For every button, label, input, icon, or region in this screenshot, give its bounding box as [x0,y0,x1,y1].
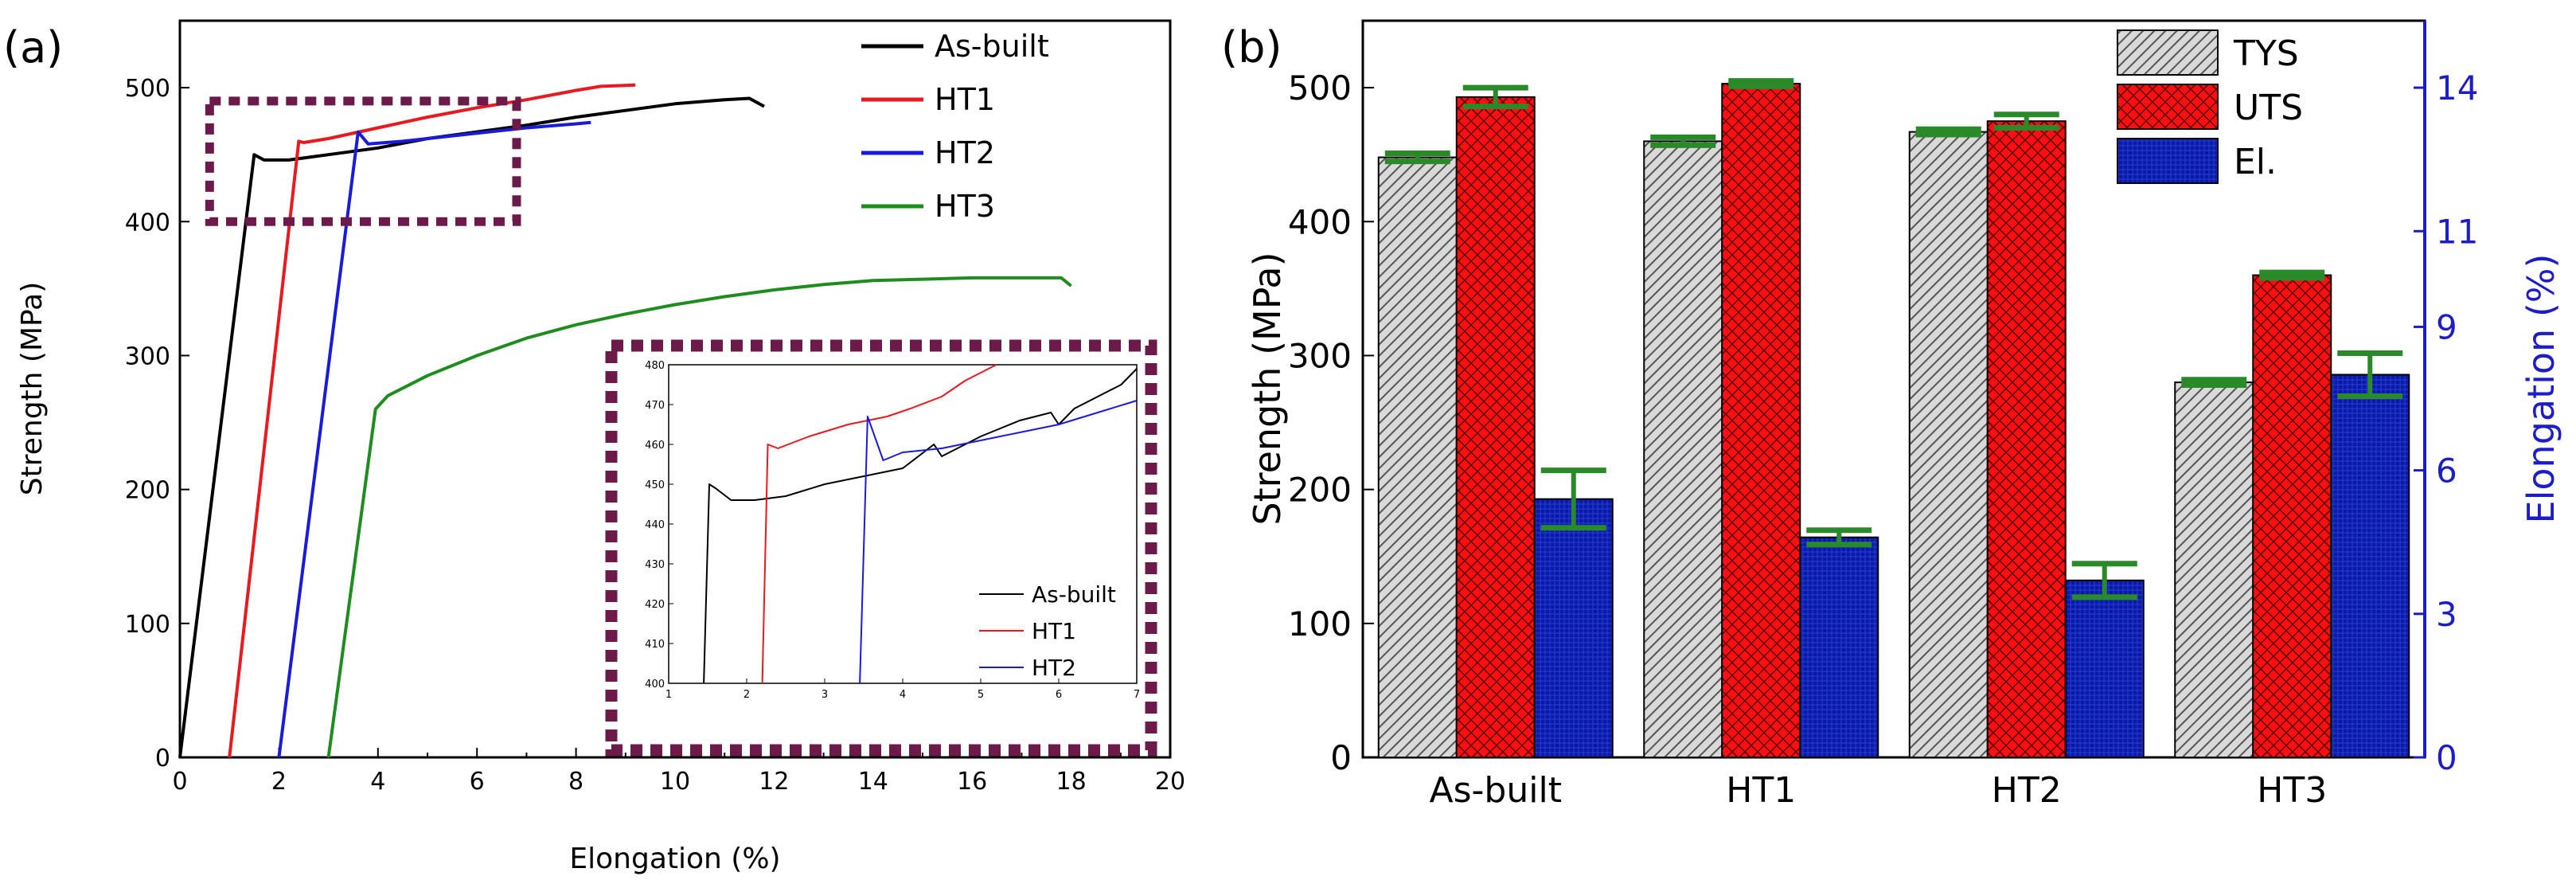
y-tick-label: 500 [125,75,170,103]
inset-x-tick-label: 5 [978,689,984,701]
inset-x-tick-label: 2 [744,689,750,701]
zoom-box [205,96,521,226]
plot-b-y2label: Elongation (%) [2519,254,2562,524]
y2-tick-label: 0 [2436,738,2457,777]
inset-y-tick-label: 480 [645,360,665,372]
inset-legend-label: HT1 [1032,618,1076,644]
inset-series-line-ht2 [859,400,1138,684]
series-line-ht1 [228,83,636,758]
y2-tick-label: 3 [2436,595,2457,634]
y2-tick-label: 11 [2436,212,2478,251]
panel-b: (b) 0 100 200 300 400 500 0 3 6 9 11 14 As-built HT1 H… [1221,19,2562,811]
plot-b-bars [1377,78,2410,759]
plot-a-xlabel: Elongation (%) [569,843,780,875]
inset-y-tick-label: 410 [645,639,665,651]
x-tick-label: 20 [1155,768,1185,796]
bar-tys [1377,156,1458,758]
y-tick-label: 300 [1288,336,1352,375]
inset-legend-label: As-built [1032,581,1116,608]
legend-swatch [2117,29,2219,76]
bar-uts [2252,274,2332,758]
bar-el [2330,374,2410,758]
bar-uts [1455,96,1536,758]
inset-x-tick-label: 1 [665,689,672,701]
panel-b-label: (b) [1221,22,1282,72]
inset-legend: As-built HT1 HT2 [979,581,1116,681]
y-tick-label: 300 [125,342,170,370]
inset-frame [668,364,1138,684]
series-line-ht2 [277,120,591,758]
x-tick-label: HT1 [1726,770,1796,811]
legend-swatch [2117,138,2219,184]
legend-label: As-built [935,29,1049,64]
plot-a-series [178,83,1072,758]
inset-x-tick-label: 7 [1134,689,1140,701]
inset-x-tick-label: 6 [1056,689,1062,701]
bar-tys [1643,140,1723,758]
y-tick-label: 100 [125,611,170,639]
x-tick-label: HT2 [1992,770,2062,811]
plot-a-ylabel: Strength (MPa) [16,282,49,495]
y2-tick-label: 9 [2436,307,2457,346]
plot-b-ylabel: Strength (MPa) [1246,252,1289,525]
x-tick-label: 16 [957,768,987,796]
inset-x-tick-label: 4 [900,689,906,701]
x-tick-label: 10 [660,768,690,796]
plot-b-legend: TYS UTS El. [2117,29,2303,184]
x-tick-label: 12 [759,768,789,796]
x-tick-label: HT3 [2257,770,2327,811]
inset-y-tick-label: 420 [645,599,665,611]
y2-tick-label: 6 [2436,452,2457,491]
y-tick-label: 500 [1288,68,1352,108]
x-tick-label: 14 [858,768,888,796]
panel-a-label: (a) [3,22,63,72]
y2-tick-label: 14 [2436,68,2478,108]
legend-swatch [2117,84,2219,130]
inset-series [703,364,1138,684]
bar-tys [1908,131,1989,759]
bar-tys [2174,381,2254,758]
y-tick-label: 0 [1330,738,1352,777]
y-tick-label: 200 [1288,471,1352,510]
inset-legend-label: HT2 [1032,655,1076,681]
y-tick-label: 400 [1288,202,1352,241]
legend-label: El. [2234,142,2277,182]
inset-y-tick-label: 400 [645,679,665,690]
x-tick-label: 8 [568,768,584,796]
legend-label: TYS [2233,33,2299,74]
x-tick-label: 6 [470,768,485,796]
inset-series-line-as-built [703,368,1138,684]
inset-ticks: 1 2 3 4 5 6 7 400 410 420 430 440 450 460 470 480 [645,360,1140,701]
x-tick-label: 2 [271,768,287,796]
legend-label: UTS [2234,88,2303,128]
inset-y-tick-label: 470 [645,400,665,412]
x-tick-label: 18 [1056,768,1087,796]
y-tick-label: 100 [1288,604,1352,643]
inset-y-tick-label: 430 [645,559,665,571]
bar-el [1799,536,1879,758]
x-tick-label: As-built [1430,770,1562,811]
y-tick-label: 0 [155,745,170,773]
bar-uts [1986,120,2067,759]
y-tick-label: 200 [125,477,170,505]
legend-label: HT3 [935,189,995,224]
plot-b-ticks: 0 100 200 300 400 500 0 3 6 9 11 14 As-built HT1 HT2 HT… [1288,68,2479,811]
legend-label: HT2 [935,135,995,170]
inset: 1 2 3 4 5 6 7 400 410 420 430 440 450 460 470 480 As-bu… [605,339,1157,757]
x-tick-label: 0 [172,768,187,796]
bar-el [2064,579,2145,759]
bar-el [1533,498,1614,758]
inset-x-tick-label: 3 [822,689,828,701]
plot-a-legend: As-built HT1 HT2 HT3 [861,29,1049,224]
y-tick-label: 400 [125,209,170,237]
inset-y-tick-label: 440 [645,519,665,531]
x-tick-label: 4 [370,768,385,796]
inset-y-tick-label: 460 [645,440,665,452]
bar-uts [1721,83,1801,758]
legend-label: HT1 [935,82,995,117]
inset-y-tick-label: 450 [645,479,665,491]
series-line-ht3 [326,276,1072,758]
